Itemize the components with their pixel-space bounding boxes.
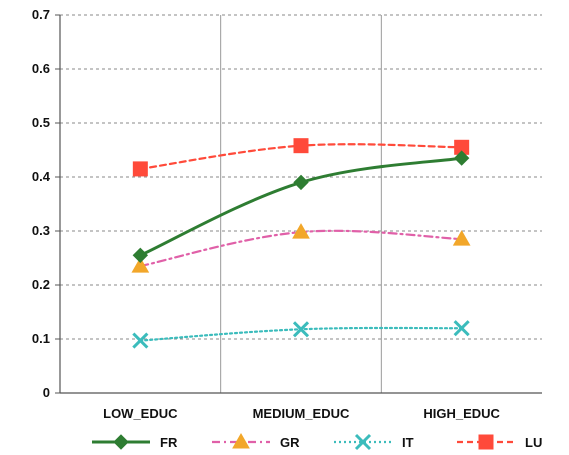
- series-fr: [132, 150, 470, 264]
- y-tick-label: 0.4: [32, 169, 51, 184]
- legend-item-fr: FR: [92, 434, 178, 450]
- legend-label-it: IT: [402, 435, 414, 450]
- legend-item-gr: GR: [212, 432, 300, 450]
- legend-marker-it: [354, 433, 372, 451]
- data-point-it-medium_educ: [292, 321, 310, 338]
- legend: FR GR IT LU: [92, 432, 542, 451]
- cross-stroke: [354, 433, 372, 451]
- legend-marker-gr: [232, 432, 250, 449]
- cross-stroke: [453, 320, 470, 337]
- cross-stroke: [132, 332, 149, 349]
- x-tick-label: HIGH_EDUC: [423, 406, 500, 421]
- data-point-lu-medium_educ: [293, 138, 309, 154]
- legend-label-gr: GR: [280, 435, 300, 450]
- y-tick-label: 0.3: [32, 223, 50, 238]
- x-tick-label: LOW_EDUC: [103, 406, 178, 421]
- y-tick-label: 0.1: [32, 331, 50, 346]
- legend-label-lu: LU: [525, 435, 542, 450]
- data-point-it-low_educ: [132, 332, 149, 349]
- series-gr: [131, 223, 471, 273]
- y-tick-label: 0.6: [32, 61, 50, 76]
- legend-item-it: IT: [334, 433, 414, 451]
- y-tick-label: 0.2: [32, 277, 50, 292]
- tick-labels: 0 0.1 0.2 0.3 0.4 0.5 0.6 0.7 LOW_EDUC MEDIUM_EDU…: [32, 7, 501, 421]
- gridlines: [60, 14, 542, 393]
- y-tick-label: 0: [43, 385, 50, 400]
- data-point-gr-high_educ: [452, 230, 471, 246]
- axes: [55, 14, 542, 394]
- legend-label-fr: FR: [160, 435, 178, 450]
- y-tick-label: 0.7: [32, 7, 50, 22]
- data-point-gr-low_educ: [131, 257, 150, 273]
- series-line-fr: [138, 156, 464, 257]
- data-point-gr-medium_educ: [292, 223, 310, 239]
- series-it: [132, 320, 470, 349]
- data-point-lu-low_educ: [132, 161, 148, 177]
- data-point-fr-high_educ: [453, 150, 470, 166]
- series-lu: [132, 138, 470, 177]
- legend-marker-fr: [113, 434, 129, 450]
- data-point-fr-low_educ: [132, 247, 149, 264]
- series-layer: [131, 138, 471, 349]
- x-tick-label: MEDIUM_EDUC: [253, 406, 350, 421]
- data-point-it-high_educ: [453, 320, 470, 337]
- y-tick-label: 0.5: [32, 115, 50, 130]
- legend-item-lu: LU: [457, 434, 542, 450]
- legend-marker-lu: [478, 434, 494, 450]
- data-point-fr-medium_educ: [293, 174, 309, 191]
- cross-stroke: [292, 321, 310, 338]
